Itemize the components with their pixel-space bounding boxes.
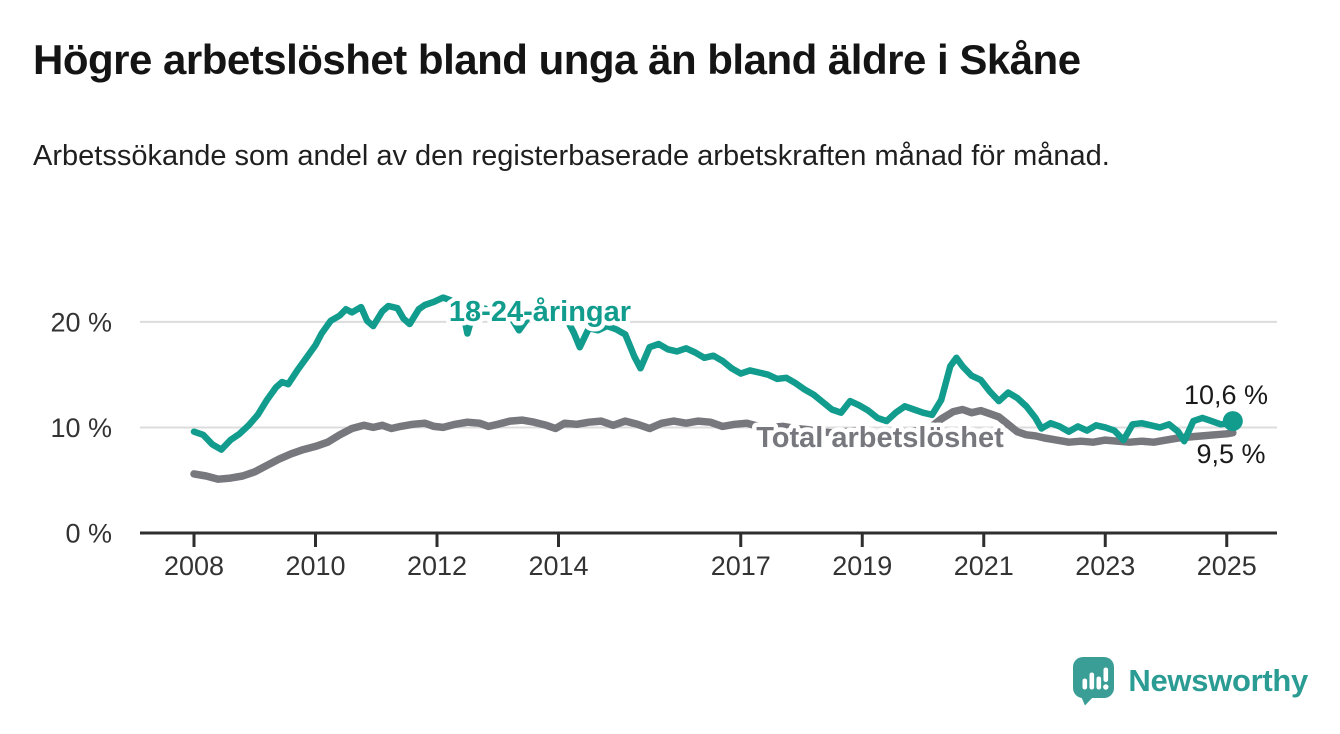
newsworthy-icon (1073, 657, 1115, 706)
series-end-dot (1222, 411, 1243, 432)
chart-title: Högre arbetslöshet bland unga än bland ä… (33, 36, 1081, 83)
x-axis-tick-label: 2008 (164, 551, 224, 581)
newsworthy-logo: Newsworthy (1071, 656, 1308, 706)
end-value-label: 10,6 % (1184, 380, 1268, 410)
x-axis-tick-label: 2012 (407, 551, 467, 581)
y-axis-tick-label: 0 % (65, 519, 112, 549)
series-label-total: Total arbetslöshet (756, 422, 1004, 454)
x-axis-tick-label: 2021 (954, 551, 1014, 581)
series-line-youth (190, 294, 1237, 453)
newsworthy-wordmark: Newsworthy (1128, 663, 1308, 698)
x-axis-tick-label: 2025 (1197, 551, 1257, 581)
y-axis-tick-label: 20 % (50, 307, 112, 337)
x-axis-tick-label: 2023 (1075, 551, 1135, 581)
series-label-youth: 18-24-åringar (449, 296, 631, 328)
x-axis-tick-label: 2010 (285, 551, 345, 581)
chart-subtitle: Arbetssökande som andel av den registerb… (33, 140, 1110, 172)
x-axis-tick-label: 2017 (711, 551, 771, 581)
x-axis-tick-label: 2014 (528, 551, 588, 581)
series-line-total (190, 405, 1237, 483)
end-value-label: 9,5 % (1196, 439, 1265, 469)
y-axis-tick-label: 10 % (50, 413, 112, 443)
x-axis-tick-label: 2019 (832, 551, 892, 581)
